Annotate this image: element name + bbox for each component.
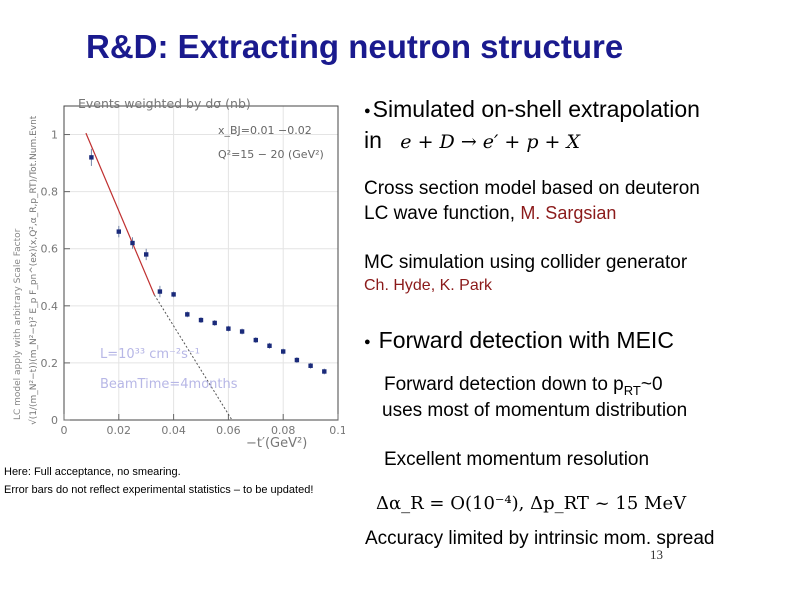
page-number: 13 bbox=[650, 547, 663, 562]
forward-detection-suffix: ~0 bbox=[640, 374, 663, 395]
forward-detection-text: Forward detection down to p bbox=[384, 374, 624, 395]
data-point bbox=[212, 320, 217, 326]
y-tick-label-2: 0.4 bbox=[41, 300, 59, 313]
data-point bbox=[294, 357, 300, 363]
bullet-dot-icon: ● bbox=[364, 335, 371, 348]
x-tick-label-2: 0.04 bbox=[161, 424, 186, 437]
bullet-2: ● Forward detection with MEIC bbox=[364, 327, 674, 354]
reaction-formula: e + D → e′ + p + X bbox=[400, 131, 581, 153]
chart-ylabel: √(1/(m_N²−t))(m_N²−t)² E_p F_pn^(ex)(x,Q… bbox=[28, 115, 39, 425]
sub-bullet-momentum-resolution: Excellent momentum resolution bbox=[384, 449, 650, 470]
author-sargsian: M. Sargsian bbox=[520, 203, 617, 223]
x-tick-label-3: 0.06 bbox=[216, 424, 241, 437]
data-point bbox=[130, 240, 135, 246]
bullet-1-line1: ●Simulated on-shell extrapolation bbox=[364, 96, 700, 123]
chart-ticks: 0 0.02 0.04 0.06 0.08 0.1 0 0.2 0.4 0.6 0.8 1 bbox=[41, 129, 346, 437]
data-point bbox=[239, 329, 245, 334]
resolution-formula: Δα_R = O(10⁻⁴), Δp_RT ~ 15 MeV bbox=[376, 493, 687, 514]
data-point bbox=[198, 317, 204, 323]
bullet-dot-icon: ● bbox=[364, 104, 371, 117]
chart-title: Events weighted by dσ (nb) bbox=[78, 96, 251, 111]
chart-frame bbox=[63, 105, 339, 421]
data-point bbox=[144, 252, 149, 257]
x-tick-label-1: 0.02 bbox=[107, 424, 132, 437]
data-point bbox=[281, 349, 286, 354]
data-point bbox=[253, 337, 258, 343]
data-point bbox=[267, 343, 272, 348]
data-point bbox=[308, 363, 313, 368]
chart-note-2: Error bars do not reflect experimental s… bbox=[4, 484, 314, 496]
data-point bbox=[322, 369, 327, 374]
fit-line bbox=[85, 132, 155, 296]
chart-grid bbox=[63, 106, 339, 421]
y-tick-label-5: 1 bbox=[51, 129, 58, 142]
sub-bullet-cross-section: Cross section model based on deuteron bbox=[364, 178, 700, 199]
y-tick-label-0: 0 bbox=[51, 414, 58, 427]
data-point bbox=[116, 229, 121, 234]
sub-bullet-lc-wave: LC wave function, M. Sargsian bbox=[364, 203, 616, 225]
chart-annotation-beamtime: BeamTime=4months bbox=[100, 377, 238, 392]
bullet-1-text: Simulated on-shell extrapolation bbox=[372, 96, 700, 122]
chart-info-xbj: x_BJ=0.01 −0.02 bbox=[218, 124, 312, 137]
chart-xlabel: −t′(GeV²) bbox=[246, 436, 307, 451]
slide-title: R&D: Extracting neutron structure bbox=[86, 28, 624, 65]
data-point bbox=[185, 312, 190, 317]
data-point bbox=[157, 289, 163, 294]
x-tick-label-0: 0 bbox=[61, 424, 68, 437]
sub-bullet-accuracy: Accuracy limited by intrinsic mom. sprea… bbox=[365, 528, 715, 549]
chart: 0 0.02 0.04 0.06 0.08 0.1 0 0.2 0.4 0.6 0.8 1 Event… bbox=[0, 90, 345, 550]
bullet-1-line2: in e + D → e′ + p + X bbox=[364, 127, 580, 154]
bullet-1-in: in bbox=[364, 127, 382, 153]
authors-hyde-park: Ch. Hyde, K. Park bbox=[364, 277, 493, 294]
prt-subscript: RT bbox=[623, 382, 641, 398]
chart-ylabel-left: LC model apply with arbitrary Scale Fact… bbox=[13, 228, 23, 420]
data-point bbox=[89, 155, 94, 160]
x-tick-label-5: 0.1 bbox=[329, 424, 345, 437]
data-point bbox=[226, 326, 231, 331]
sub-bullet-forward-detection: Forward detection down to pRT~0 bbox=[384, 374, 663, 398]
data-point bbox=[171, 292, 176, 297]
chart-background bbox=[0, 90, 345, 550]
sub-bullet-mc-simulation: MC simulation using collider generator bbox=[364, 252, 688, 273]
chart-annotation-luminosity: L=10³³ cm⁻²s⁻¹ bbox=[100, 347, 200, 362]
y-tick-label-3: 0.6 bbox=[41, 243, 59, 256]
bullet-2-text: Forward detection with MEIC bbox=[378, 327, 674, 353]
chart-lines bbox=[85, 132, 233, 421]
lc-wave-text: LC wave function, bbox=[364, 203, 516, 224]
chart-note-1: Here: Full acceptance, no smearing. bbox=[4, 466, 181, 478]
y-tick-label-4: 0.8 bbox=[41, 186, 59, 199]
x-tick-label-4: 0.08 bbox=[271, 424, 296, 437]
chart-points bbox=[89, 148, 327, 375]
chart-info-q2: Q²=15 − 20 (GeV²) bbox=[218, 148, 324, 161]
y-tick-label-1: 0.2 bbox=[41, 357, 59, 370]
sub-bullet-momentum-distribution: uses most of momentum distribution bbox=[382, 400, 688, 421]
extrapolation-line bbox=[153, 294, 233, 421]
